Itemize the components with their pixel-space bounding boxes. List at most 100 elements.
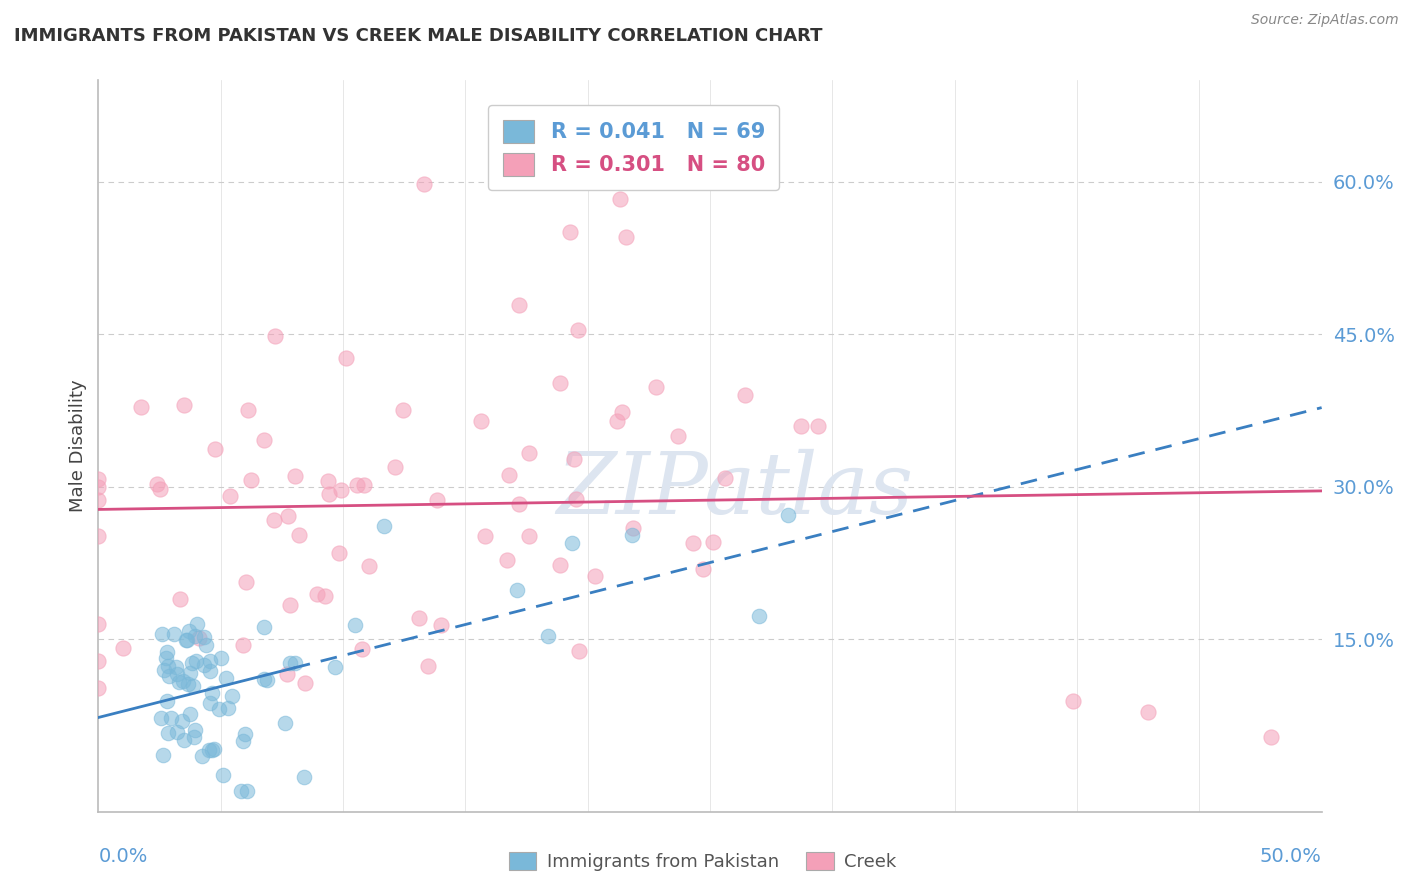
Point: [201, 743, 224, 757]
Point: [179, 666, 201, 681]
Point: [474, 529, 496, 543]
Point: [194, 638, 217, 652]
Point: [193, 630, 215, 644]
Point: [277, 508, 299, 523]
Point: [314, 590, 336, 604]
Point: [186, 616, 208, 631]
Point: [183, 629, 205, 643]
Point: [184, 654, 207, 668]
Point: [263, 513, 285, 527]
Point: [112, 641, 135, 656]
Point: [1260, 730, 1282, 744]
Point: [621, 528, 644, 542]
Point: [614, 230, 637, 244]
Point: [373, 519, 395, 533]
Point: [276, 667, 298, 681]
Point: [274, 716, 297, 731]
Point: [318, 487, 340, 501]
Point: [183, 679, 205, 693]
Point: [87, 529, 110, 543]
Point: [316, 474, 339, 488]
Point: [506, 582, 529, 597]
Point: [177, 624, 200, 639]
Point: [508, 497, 530, 511]
Text: Source: ZipAtlas.com: Source: ZipAtlas.com: [1251, 13, 1399, 28]
Point: [692, 562, 714, 576]
Point: [412, 177, 434, 191]
Point: [263, 329, 285, 343]
Point: [430, 617, 453, 632]
Point: [156, 693, 179, 707]
Text: ZIPatlas: ZIPatlas: [555, 449, 912, 532]
Point: [734, 388, 756, 402]
Point: [87, 472, 110, 486]
Point: [181, 656, 204, 670]
Point: [174, 633, 197, 648]
Point: [152, 747, 174, 762]
Point: [221, 689, 243, 703]
Point: [702, 535, 724, 549]
Point: [235, 575, 257, 590]
Point: [1137, 705, 1160, 719]
Point: [280, 656, 302, 670]
Point: [201, 686, 224, 700]
Point: [204, 442, 226, 457]
Point: [219, 489, 242, 503]
Point: [150, 711, 173, 725]
Point: [508, 298, 530, 312]
Point: [153, 663, 176, 677]
Point: [87, 616, 110, 631]
Point: [278, 598, 301, 612]
Point: [236, 784, 259, 798]
Point: [790, 419, 813, 434]
Point: [173, 733, 195, 747]
Point: [209, 650, 232, 665]
Point: [176, 633, 198, 648]
Point: [609, 192, 631, 206]
Legend: Immigrants from Pakistan, Creek: Immigrants from Pakistan, Creek: [502, 845, 904, 879]
Point: [187, 631, 209, 645]
Point: [87, 492, 110, 507]
Point: [183, 731, 205, 745]
Point: [610, 405, 633, 419]
Y-axis label: Male Disability: Male Disability: [69, 380, 87, 512]
Point: [561, 535, 583, 549]
Point: [496, 553, 519, 567]
Point: [352, 642, 374, 657]
Point: [426, 493, 449, 508]
Point: [155, 651, 177, 665]
Point: [343, 618, 366, 632]
Text: IMMIGRANTS FROM PAKISTAN VS CREEK MALE DISABILITY CORRELATION CHART: IMMIGRANTS FROM PAKISTAN VS CREEK MALE D…: [14, 27, 823, 45]
Point: [236, 403, 259, 417]
Text: 50.0%: 50.0%: [1260, 847, 1322, 866]
Point: [198, 665, 221, 679]
Point: [346, 477, 368, 491]
Point: [156, 645, 179, 659]
Point: [229, 784, 252, 798]
Point: [416, 659, 439, 673]
Point: [329, 483, 352, 498]
Point: [325, 660, 347, 674]
Point: [157, 725, 180, 739]
Point: [149, 483, 172, 497]
Point: [232, 733, 254, 747]
Legend: R = 0.041   N = 69, R = 0.301   N = 80: R = 0.041 N = 69, R = 0.301 N = 80: [488, 105, 779, 190]
Text: 0.0%: 0.0%: [98, 847, 148, 866]
Point: [190, 748, 212, 763]
Point: [184, 723, 207, 737]
Point: [294, 676, 316, 690]
Point: [562, 451, 585, 466]
Point: [212, 768, 235, 782]
Point: [232, 638, 254, 652]
Point: [193, 658, 215, 673]
Point: [217, 701, 239, 715]
Point: [558, 225, 581, 239]
Point: [585, 569, 607, 583]
Point: [568, 644, 591, 658]
Point: [288, 528, 311, 542]
Point: [167, 675, 190, 690]
Point: [129, 401, 152, 415]
Point: [87, 681, 110, 696]
Point: [328, 546, 350, 560]
Point: [666, 429, 689, 443]
